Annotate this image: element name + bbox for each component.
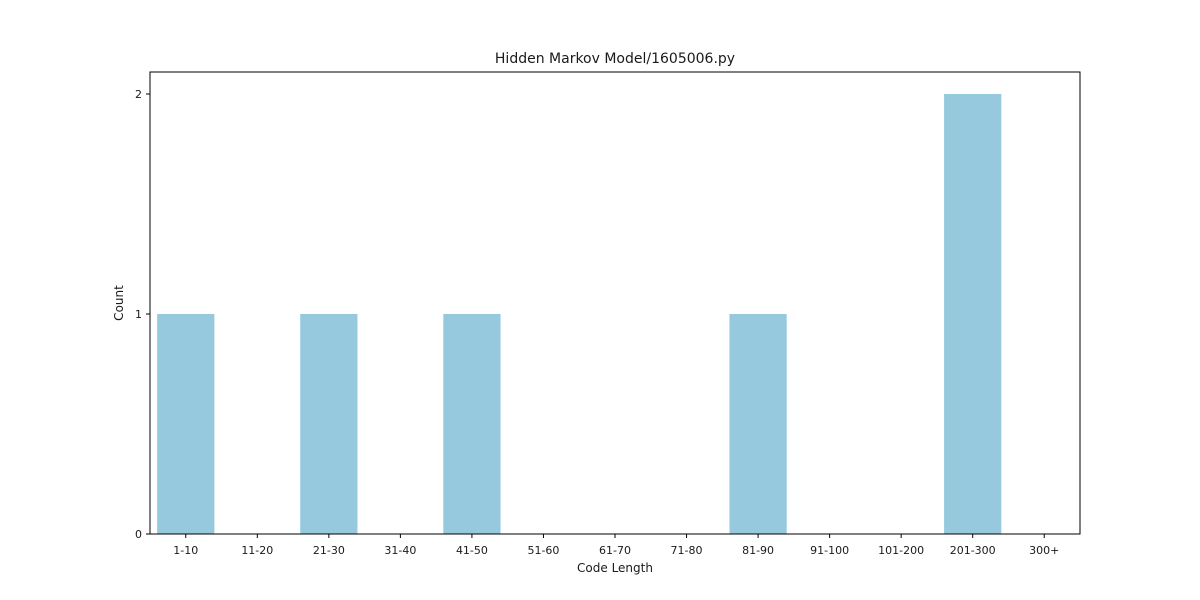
bar-201-300 — [944, 94, 1002, 534]
x-tick-label: 31-40 — [384, 544, 416, 557]
x-tick-label: 51-60 — [527, 544, 559, 557]
x-tick-label: 81-90 — [742, 544, 774, 557]
y-tick-label: 0 — [135, 528, 142, 541]
bar-81-90 — [729, 314, 787, 534]
y-tick-label: 2 — [135, 88, 142, 101]
x-tick-label: 91-100 — [810, 544, 849, 557]
chart-title: Hidden Markov Model/1605006.py — [495, 51, 735, 67]
x-tick-label: 1-10 — [173, 544, 198, 557]
bar-1-10 — [157, 314, 215, 534]
x-tick-label: 101-200 — [878, 544, 924, 557]
x-axis-ticks: 1-10 11-20 21-30 31-40 41-50 51-60 61-70 71-80 8… — [173, 534, 1059, 557]
bar-41-50 — [443, 314, 501, 534]
x-tick-label: 300+ — [1029, 544, 1059, 557]
y-axis-label: Count — [112, 285, 126, 321]
x-tick-label: 11-20 — [241, 544, 273, 557]
y-axis-ticks: 0 1 2 — [135, 88, 150, 541]
x-tick-label: 71-80 — [671, 544, 703, 557]
plot-frame — [149, 71, 1081, 535]
x-tick-label: 201-300 — [950, 544, 996, 557]
x-tick-label: 21-30 — [313, 544, 345, 557]
x-tick-label: 61-70 — [599, 544, 631, 557]
x-axis-label: Code Length — [577, 561, 653, 575]
x-tick-label: 41-50 — [456, 544, 488, 557]
bars-group — [157, 94, 1002, 534]
y-tick-label: 1 — [135, 308, 142, 321]
bar-21-30 — [300, 314, 358, 534]
